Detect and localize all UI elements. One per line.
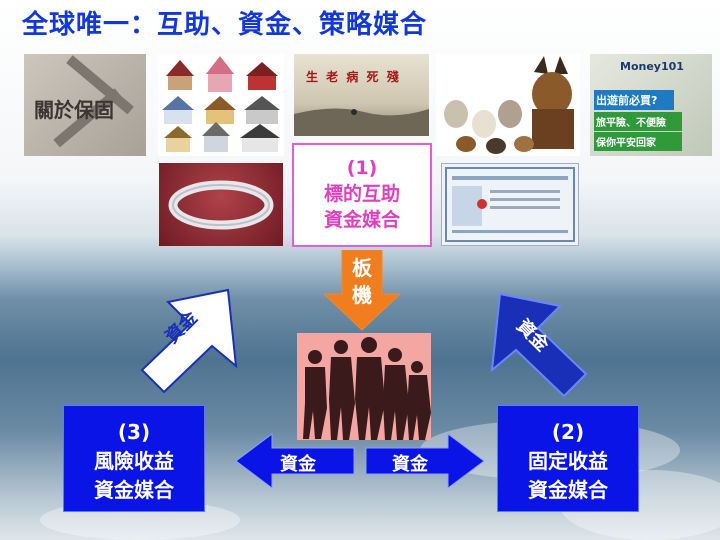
people-group-image xyxy=(297,333,431,440)
right-box-number: (2) xyxy=(551,420,585,444)
fixed-income-box: (2) 固定收益 資金媒合 xyxy=(497,405,639,512)
board-char-2: 機 xyxy=(352,283,372,307)
left-box-number: (3) xyxy=(117,420,151,444)
board-char-1: 板 xyxy=(352,256,372,280)
center-box-line2: 資金媒合 xyxy=(323,209,400,231)
money101-line3: 保你平安回家 xyxy=(594,132,682,151)
certificate-icon xyxy=(445,167,575,242)
risk-return-box: (3) 風險收益 資金媒合 xyxy=(63,405,205,512)
subject-mutual-aid-box: (1) 標的互助 資金媒合 xyxy=(292,143,432,247)
houses-image xyxy=(158,54,284,156)
center-box-line1: 標的互助 xyxy=(323,183,400,205)
left-funds-label: 資金 xyxy=(280,454,316,475)
money101-line2: 旅平險、不便險 xyxy=(594,112,682,131)
life-stages-image: 生 老 病 死 殘 xyxy=(294,54,429,136)
left-box-line2: 資金媒合 xyxy=(94,478,174,502)
landscape-icon xyxy=(294,108,429,136)
people-silhouettes-icon xyxy=(303,337,431,440)
pets-icon xyxy=(444,56,574,154)
slide-title: 全球唯一：互助、資金、策略媒合 xyxy=(22,10,428,40)
left-box-line1: 風險收益 xyxy=(94,449,174,473)
pets-image xyxy=(436,54,580,156)
houses-icon xyxy=(162,56,280,152)
board-label: 板 機 xyxy=(350,255,374,309)
center-box-number: (1) xyxy=(346,157,378,179)
bracelet-image xyxy=(159,163,283,246)
life-stages-text: 生 老 病 死 殘 xyxy=(306,70,401,84)
right-box-line1: 固定收益 xyxy=(528,449,608,473)
left-diagonal-arrow xyxy=(140,288,238,394)
stock-certificate-image xyxy=(441,163,579,246)
money101-line1: 出遊前必買? xyxy=(594,90,674,110)
bracelet-icon xyxy=(168,180,274,230)
down-arrow xyxy=(322,250,402,331)
about-warranty-image: 關於保固 xyxy=(24,54,146,156)
money101-ad-image: Money101 出遊前必買? 旅平險、不便險 保你平安回家 xyxy=(590,54,712,156)
right-box-line2: 資金媒合 xyxy=(528,478,608,502)
money101-brand: Money101 xyxy=(620,60,684,73)
right-horizontal-arrow xyxy=(365,433,485,489)
left-horizontal-arrow xyxy=(235,433,355,489)
right-funds-label: 資金 xyxy=(392,454,428,475)
about-warranty-text: 關於保固 xyxy=(34,98,114,122)
right-diagonal-arrow xyxy=(490,292,588,398)
tools-icon xyxy=(53,55,134,148)
